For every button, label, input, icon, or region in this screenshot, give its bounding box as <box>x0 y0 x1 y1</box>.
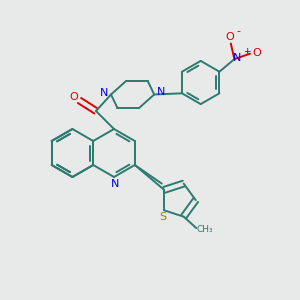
Text: S: S <box>159 212 166 222</box>
Text: N: N <box>111 178 120 189</box>
Text: -: - <box>236 26 240 36</box>
Text: O: O <box>70 92 79 102</box>
Text: CH₃: CH₃ <box>196 225 213 234</box>
Text: +: + <box>243 47 250 56</box>
Text: N: N <box>232 53 241 64</box>
Text: O: O <box>252 48 261 58</box>
Text: N: N <box>157 86 165 97</box>
Text: N: N <box>100 88 109 98</box>
Text: O: O <box>225 32 234 42</box>
